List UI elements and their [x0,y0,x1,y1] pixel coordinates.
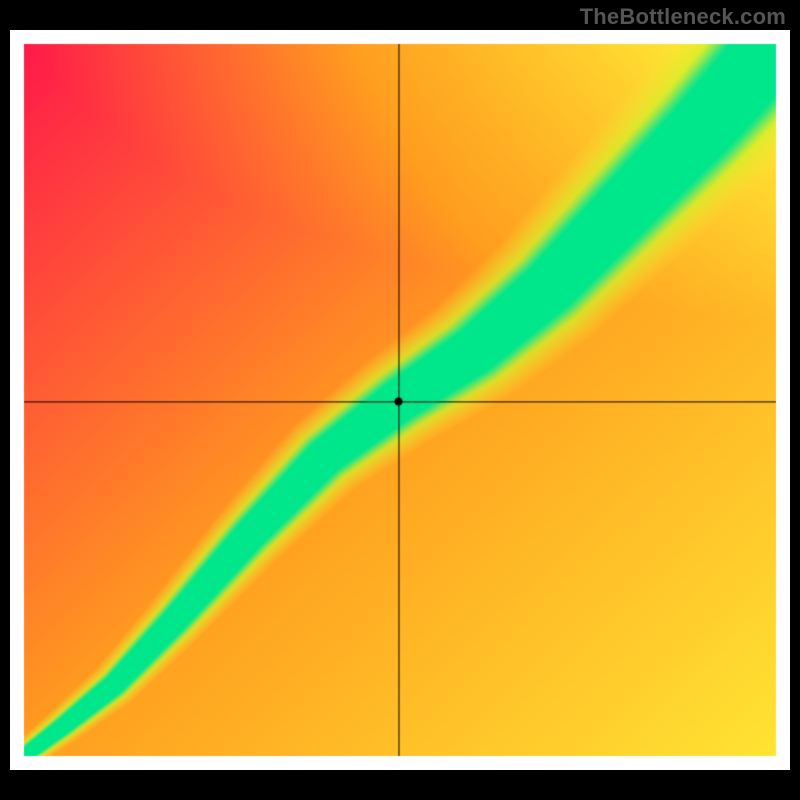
plot-area [10,30,790,770]
figure-frame: TheBottleneck.com [0,0,800,800]
heatmap-canvas [10,30,790,770]
watermark-text: TheBottleneck.com [580,4,786,30]
